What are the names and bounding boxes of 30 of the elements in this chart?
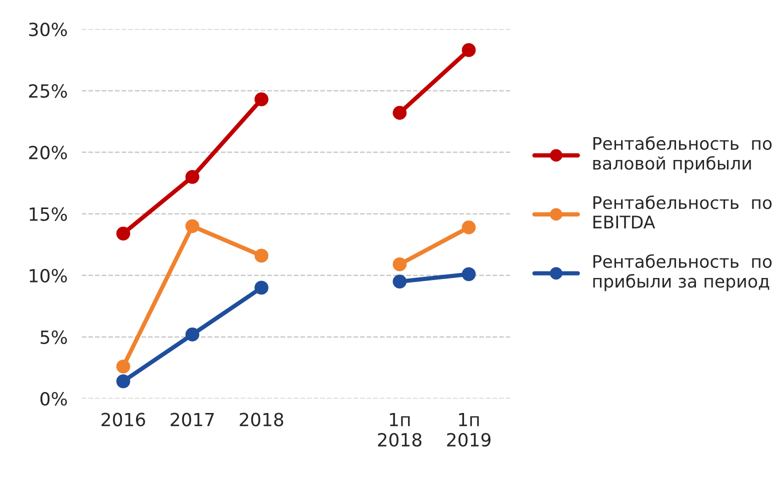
point [254,92,268,106]
point [185,219,200,234]
point [462,43,476,58]
y-tick-label: 25% [29,84,67,98]
point [392,257,407,272]
x-tick-label: 2016 [102,412,146,426]
point [116,360,130,374]
legend-label: Рентабельность по EBITDA [593,195,772,228]
point [185,328,200,342]
x-tick-label: 2017 [170,412,214,426]
y-tick-label: 10% [30,268,67,283]
point [254,248,268,263]
point [392,106,407,120]
x-tick-label: 2018 [240,412,284,426]
point [392,274,407,288]
point [185,170,200,184]
y-tick-label: 5% [40,330,67,344]
point [254,280,268,295]
point [116,226,130,240]
y-tick-label: 0% [40,392,67,406]
x-tick-label: 1п 2019 [447,412,490,447]
point [116,374,130,388]
y-tick-label: 15% [30,207,67,221]
point [462,220,476,234]
y-tick-label: 30% [29,22,67,36]
legend-label: Рентабельность по валовой прибыли [593,136,772,174]
y-tick-label: 20% [29,146,67,160]
point [462,267,476,282]
x-tick-label: 1п 2018 [378,412,422,447]
legend-label: Рентабельность по прибыли за период [593,254,772,292]
